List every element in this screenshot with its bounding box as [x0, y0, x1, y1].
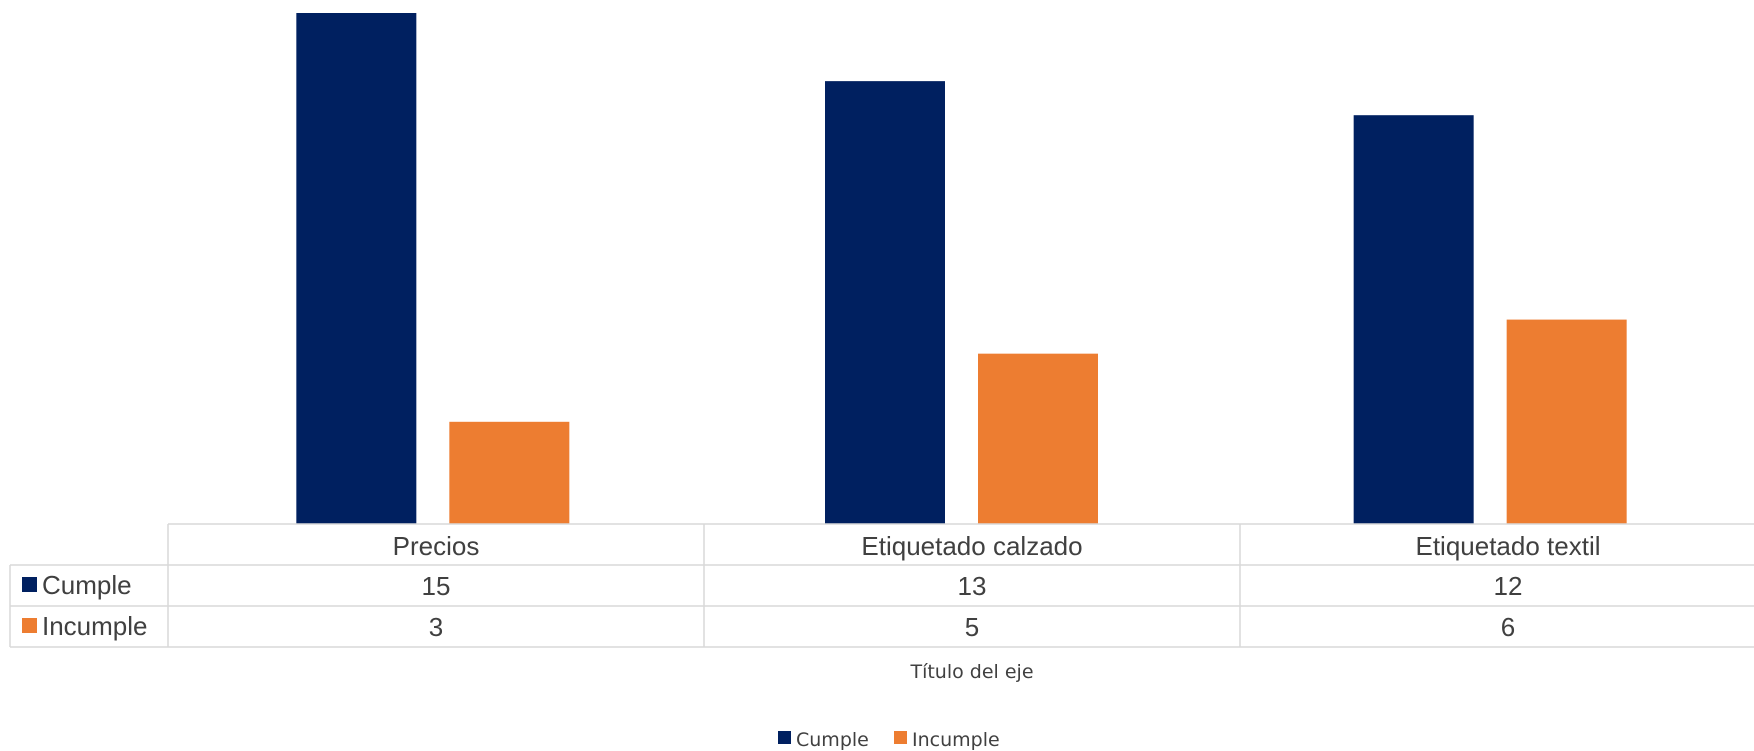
series-name: Incumple: [42, 611, 148, 641]
data-label: 3: [429, 612, 443, 642]
series-name: Cumple: [42, 570, 132, 600]
plot-area: [296, 13, 1627, 524]
tick-label: Etiquetado calzado: [861, 531, 1082, 561]
data-label: 13: [958, 571, 987, 601]
series-swatch: [22, 577, 37, 592]
data-label: 12: [1494, 571, 1523, 601]
legend-swatch: [894, 731, 907, 744]
legend-label: Cumple: [796, 729, 869, 751]
axis-title: Título del eje: [909, 661, 1033, 683]
data-table: Precios Etiquetado calzado Etiquetado te…: [9, 523, 1754, 648]
tick-label: Etiquetado textil: [1415, 531, 1600, 561]
bar-cumple-1: [825, 81, 945, 524]
series-swatch: [22, 618, 37, 633]
tick-label: Precios: [393, 531, 480, 561]
bar-incumple-0: [449, 421, 570, 524]
bar-incumple-1: [978, 353, 1098, 524]
data-label: 15: [422, 571, 451, 601]
legend-swatch: [778, 731, 791, 744]
data-label: 6: [1501, 612, 1515, 642]
data-label: 5: [965, 612, 979, 642]
legend: Cumple Incumple: [778, 729, 1000, 751]
bar-incumple-2: [1506, 319, 1627, 524]
bar-cumple-0: [296, 13, 417, 524]
legend-label: Incumple: [912, 729, 1000, 751]
bar-cumple-2: [1353, 115, 1474, 524]
